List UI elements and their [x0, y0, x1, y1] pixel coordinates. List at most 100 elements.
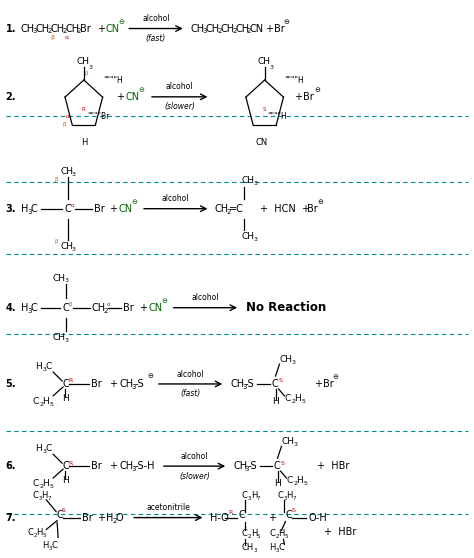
Text: R: R — [68, 461, 72, 465]
Text: C: C — [32, 479, 39, 488]
Text: """"Br: """"Br — [87, 112, 109, 121]
Text: 5: 5 — [49, 484, 53, 489]
Text: 2: 2 — [62, 28, 66, 35]
Text: H: H — [270, 543, 276, 552]
Text: Br: Br — [323, 379, 334, 389]
Text: +: + — [97, 23, 105, 33]
Text: 3: 3 — [283, 496, 287, 501]
Text: 2: 2 — [39, 402, 43, 407]
Text: S: S — [292, 508, 295, 513]
Text: CH: CH — [258, 57, 271, 66]
Text: CN: CN — [255, 138, 268, 147]
Text: (fast): (fast) — [181, 389, 201, 398]
Text: β: β — [50, 35, 54, 40]
Text: 3: 3 — [242, 384, 246, 390]
Text: -S-H: -S-H — [134, 461, 155, 471]
Text: CH: CH — [205, 23, 219, 33]
Text: 3: 3 — [275, 548, 279, 553]
Text: +: + — [109, 461, 118, 471]
Text: CH: CH — [52, 333, 65, 342]
Text: 2: 2 — [248, 534, 251, 539]
Text: 2: 2 — [293, 482, 297, 487]
Text: 2.: 2. — [6, 92, 16, 102]
Text: 3: 3 — [131, 466, 136, 472]
Text: Br: Br — [273, 23, 284, 33]
Text: β: β — [85, 70, 88, 75]
Text: CN: CN — [125, 92, 139, 102]
Text: H: H — [279, 529, 285, 538]
Text: CH: CH — [280, 355, 292, 364]
Text: 2: 2 — [33, 533, 37, 538]
Text: """"H: """"H — [268, 112, 287, 121]
Text: ⊖: ⊖ — [317, 199, 323, 205]
Text: CH: CH — [36, 23, 49, 33]
Text: H: H — [42, 541, 49, 550]
Text: 5.: 5. — [6, 379, 16, 389]
Text: ⊖: ⊖ — [161, 298, 167, 304]
Text: +: + — [109, 204, 118, 214]
Text: ⊖: ⊖ — [131, 199, 137, 205]
Text: β: β — [54, 176, 58, 181]
Text: 3: 3 — [131, 384, 136, 390]
Text: C: C — [273, 461, 280, 471]
Text: (fast): (fast) — [146, 34, 166, 43]
Text: 5: 5 — [257, 534, 260, 539]
Text: H: H — [296, 477, 303, 485]
Text: CH: CH — [230, 379, 244, 389]
Text: C: C — [270, 529, 275, 538]
Text: CH: CH — [214, 204, 228, 214]
Text: 2: 2 — [39, 484, 43, 489]
Text: 3: 3 — [292, 360, 295, 365]
Text: +  HBr: + HBr — [317, 461, 349, 471]
Text: 7: 7 — [47, 496, 51, 501]
Text: C: C — [279, 543, 284, 552]
Text: """"H: """"H — [104, 75, 123, 84]
Text: No Reaction: No Reaction — [246, 301, 326, 314]
Text: H: H — [251, 529, 257, 538]
Text: 5: 5 — [301, 400, 305, 404]
Text: alcohol: alcohol — [177, 369, 204, 378]
Text: CH: CH — [220, 23, 234, 33]
Text: H: H — [81, 138, 87, 147]
Text: alcohol: alcohol — [162, 194, 190, 203]
Text: C: C — [242, 492, 248, 501]
Text: S: S — [62, 508, 66, 513]
Text: 3: 3 — [245, 466, 249, 472]
Text: C: C — [286, 477, 292, 485]
Text: C: C — [27, 528, 33, 537]
Text: 7: 7 — [292, 496, 296, 501]
Text: ⊖: ⊖ — [118, 18, 124, 25]
Text: 2: 2 — [77, 28, 81, 35]
Text: +: + — [264, 23, 273, 33]
Text: """"H: """"H — [284, 75, 304, 84]
Text: +  HBr: + HBr — [324, 527, 356, 537]
Text: +: + — [117, 92, 125, 102]
Text: =C: =C — [229, 204, 244, 214]
Text: H: H — [20, 204, 28, 214]
Text: S: S — [279, 378, 283, 383]
Text: H: H — [36, 362, 42, 371]
Text: +: + — [109, 379, 118, 389]
Text: 2: 2 — [47, 28, 52, 35]
Text: H: H — [36, 528, 43, 537]
Text: 4.: 4. — [6, 302, 16, 312]
Text: 3: 3 — [254, 181, 258, 186]
Text: α: α — [65, 35, 69, 40]
Text: 5: 5 — [303, 482, 307, 487]
Text: 3.: 3. — [6, 204, 16, 214]
Text: β: β — [69, 302, 73, 307]
Text: C: C — [46, 362, 52, 371]
Text: β: β — [62, 122, 65, 127]
Text: C: C — [62, 461, 69, 471]
Text: +: + — [268, 513, 276, 523]
Text: CH: CH — [119, 379, 134, 389]
Text: 5: 5 — [42, 533, 46, 538]
Text: 3: 3 — [64, 278, 68, 283]
Text: CH: CH — [92, 302, 106, 312]
Text: CH: CH — [235, 23, 249, 33]
Text: 7.: 7. — [6, 513, 16, 523]
Text: ⊖: ⊖ — [314, 87, 320, 93]
Text: alcohol: alcohol — [181, 452, 208, 461]
Text: R: R — [82, 107, 86, 112]
Text: CH: CH — [242, 232, 255, 241]
